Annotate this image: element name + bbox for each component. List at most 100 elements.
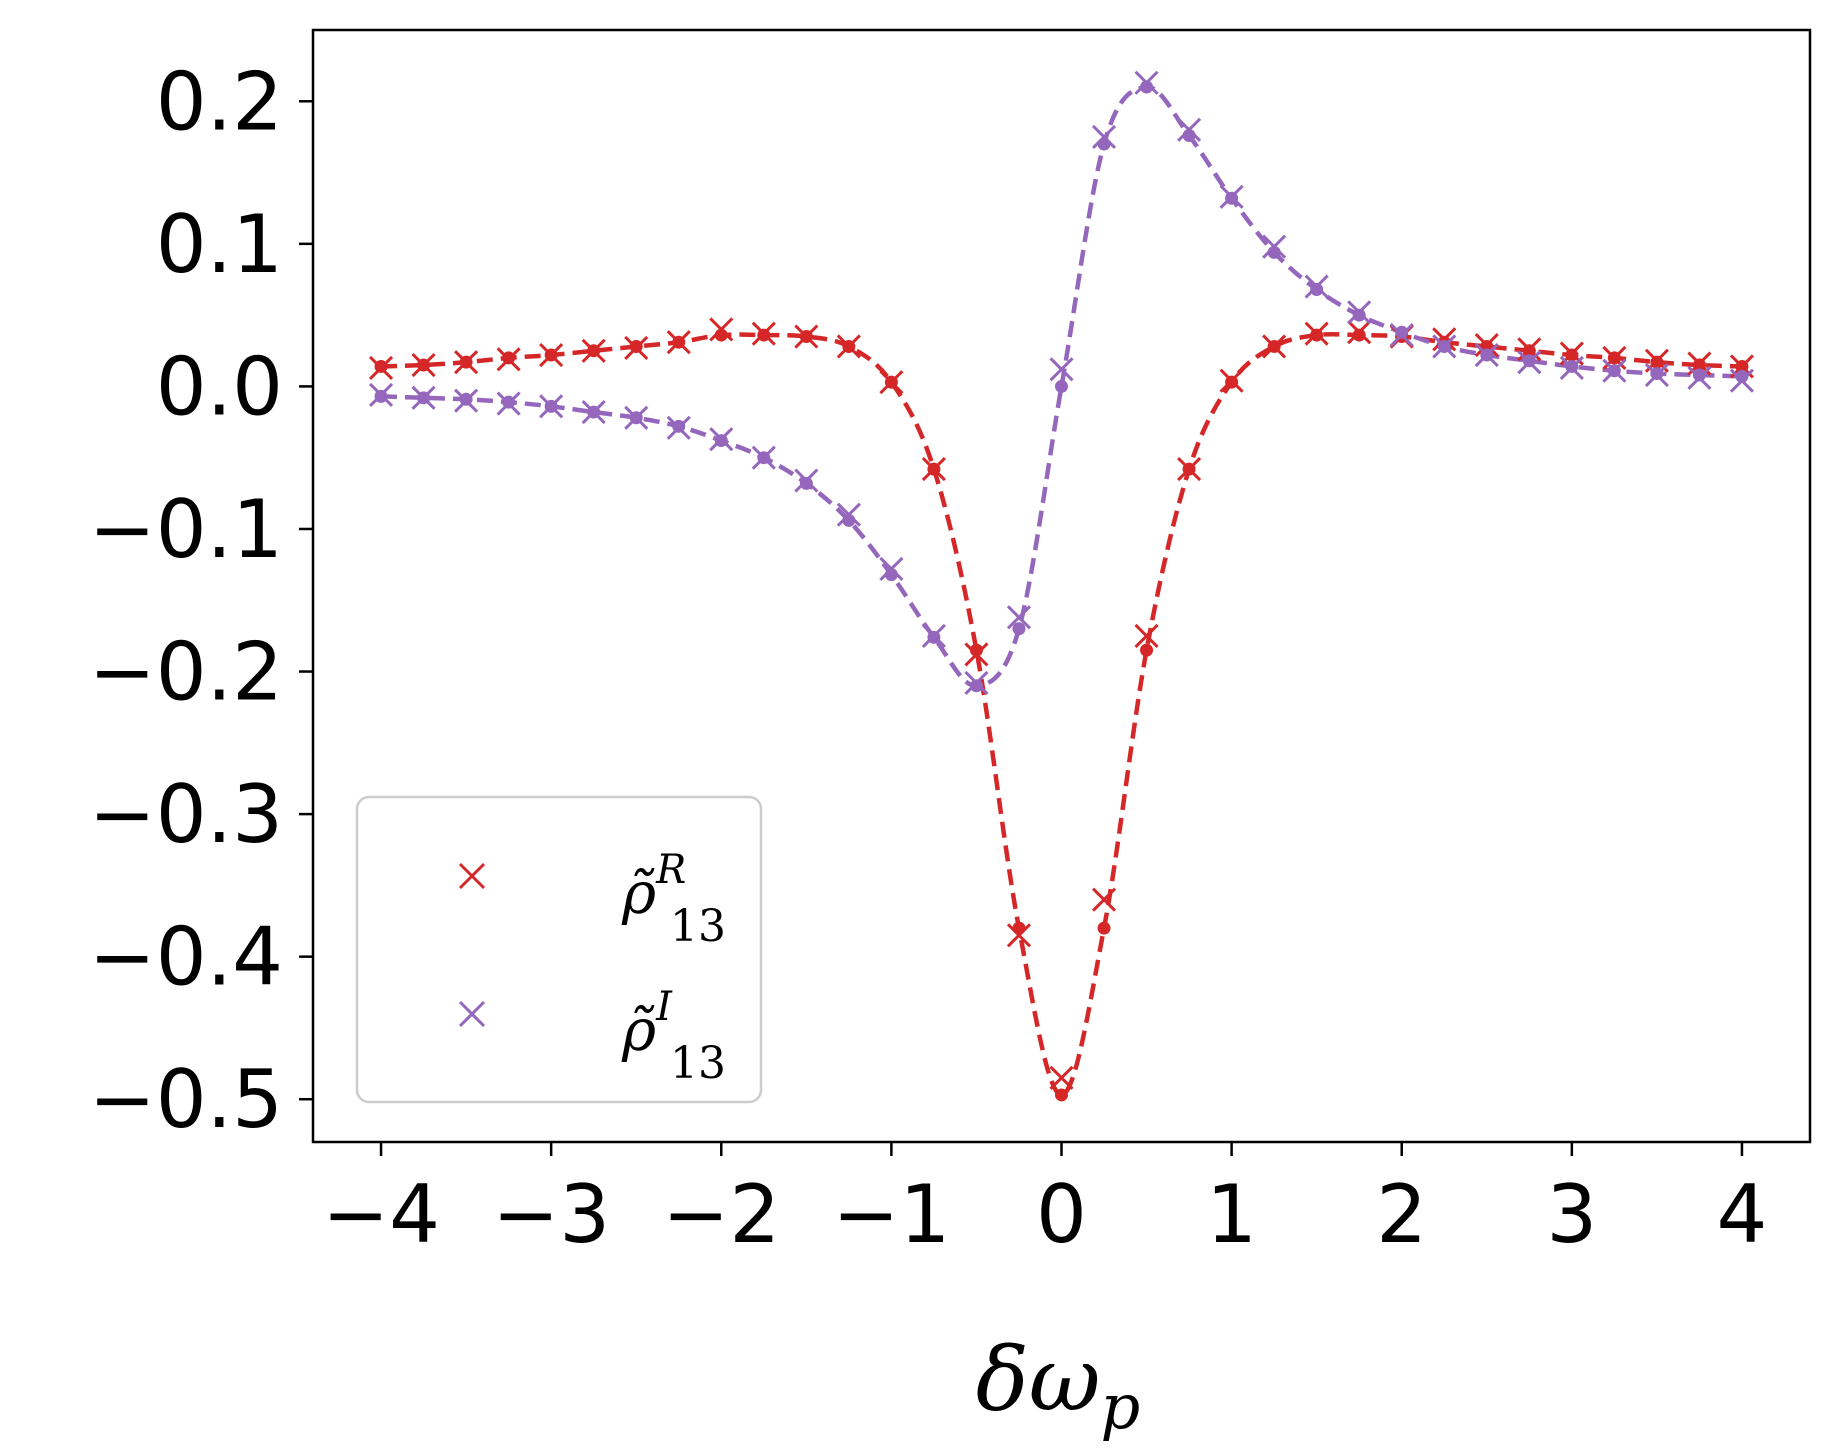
x-axis-label-base: δω (976, 1328, 1101, 1431)
y-tick-label: −0.1 (89, 483, 283, 576)
data-cross (836, 502, 861, 527)
data-cross (1729, 368, 1755, 393)
y-tick-label: −0.2 (89, 626, 283, 719)
y-tick-label: −0.4 (89, 911, 283, 1004)
data-cross (666, 330, 691, 355)
data-cross (496, 391, 521, 416)
legend-marker-rho-i (458, 1000, 486, 1028)
data-dot (1692, 368, 1706, 382)
tick-marks (299, 100, 1744, 1156)
x-tick-label: 1 (1206, 1168, 1257, 1261)
data-dot (1352, 328, 1366, 342)
y-tick-label: 0.2 (156, 55, 283, 148)
data-cross (1644, 362, 1669, 388)
data-cross (1049, 1065, 1074, 1090)
x-tick-label: −3 (492, 1168, 610, 1261)
data-cross (1091, 887, 1117, 912)
data-cross (1517, 350, 1542, 375)
data-cross (794, 324, 819, 349)
data-cross (539, 394, 564, 419)
legend-label-rho-r-sub: 13 (670, 901, 726, 952)
data-dot (969, 643, 983, 657)
x-tick-label: 3 (1546, 1168, 1597, 1261)
data-cross (1602, 358, 1627, 383)
data-dot (1140, 80, 1154, 94)
data-cross (1177, 457, 1202, 482)
y-tick-label: −0.5 (89, 1053, 283, 1146)
legend-label-rho-r-base: ρ̃ (621, 859, 656, 927)
y-tick-label: 0.1 (156, 198, 283, 291)
dashed-curve-rho-i (380, 84, 1743, 689)
data-dot (1735, 369, 1749, 383)
data-dot (1055, 1088, 1068, 1102)
data-cross (1049, 357, 1074, 382)
data-cross (964, 670, 989, 696)
data-cross (1389, 323, 1414, 348)
data-cross (581, 338, 606, 363)
data-cross (1559, 355, 1584, 380)
x-tick-label: −4 (322, 1168, 440, 1261)
legend-label-rho-r: ρ̃R 13 (621, 847, 726, 952)
data-cross (751, 445, 776, 470)
legend-label-rho-i: ρ̃I 13 (621, 984, 726, 1089)
data-cross (1474, 333, 1499, 358)
data-cross (1347, 320, 1372, 345)
data-cross (496, 347, 521, 372)
data-cross (454, 388, 479, 413)
data-cross (879, 370, 904, 395)
data-dot (1140, 643, 1154, 657)
data-dot (1097, 921, 1111, 935)
data-cross (709, 317, 734, 342)
data-markers (368, 70, 1755, 1102)
legend: ρ̃R 13 ρ̃I 13 (355, 795, 763, 1104)
data-cross (411, 352, 436, 378)
data-cross (666, 415, 691, 440)
data-cross (1304, 321, 1329, 346)
data-cross (1347, 300, 1372, 325)
dashed-curves (380, 84, 1743, 1098)
data-cross (836, 334, 861, 359)
data-dot (799, 476, 813, 490)
data-cross (368, 382, 394, 408)
legend-label-rho-i-sub: 13 (670, 1038, 726, 1089)
data-cross (1134, 70, 1159, 95)
data-cross (624, 405, 649, 430)
x-axis-label: δωp (976, 1328, 1140, 1443)
x-tick-label: −1 (832, 1168, 950, 1261)
data-cross (794, 468, 819, 493)
data-cross (964, 642, 989, 667)
data-dot (1395, 325, 1409, 339)
data-cross (1091, 124, 1117, 149)
x-tick-labels: −4 −3 −2 −1 0 1 2 3 4 (322, 1168, 1767, 1261)
data-cross (1474, 342, 1499, 368)
data-cross (454, 350, 479, 375)
data-dot (1012, 622, 1026, 636)
legend-label-rho-i-base: ρ̃ (621, 996, 656, 1064)
legend-cross-rho-i (458, 1000, 486, 1028)
data-cross (1134, 623, 1159, 648)
y-tick-labels: 0.2 0.1 0.0 −0.1 −0.2 −0.3 −0.4 −0.5 (89, 55, 283, 1146)
x-tick-label: 2 (1376, 1168, 1427, 1261)
legend-box (355, 795, 763, 1104)
legend-marker-rho-r (458, 862, 486, 890)
data-cross (1006, 605, 1032, 630)
data-cross (1006, 923, 1032, 948)
data-dot (1310, 282, 1324, 296)
data-cross (581, 400, 606, 425)
data-dot (969, 679, 983, 693)
data-cross (539, 342, 564, 368)
y-tick-label: 0.0 (156, 340, 283, 433)
data-cross (1219, 184, 1244, 209)
x-axis-label-sub: p (1101, 1370, 1141, 1443)
data-cross (411, 385, 436, 410)
data-cross (1219, 368, 1244, 393)
data-cross (1262, 234, 1287, 259)
data-dot (1055, 379, 1068, 393)
data-cross (751, 321, 776, 346)
x-tick-label: −2 (662, 1168, 780, 1261)
data-cross (709, 427, 734, 452)
x-tick-label: 4 (1717, 1168, 1768, 1261)
data-cross (368, 355, 394, 380)
data-cross (921, 457, 946, 482)
